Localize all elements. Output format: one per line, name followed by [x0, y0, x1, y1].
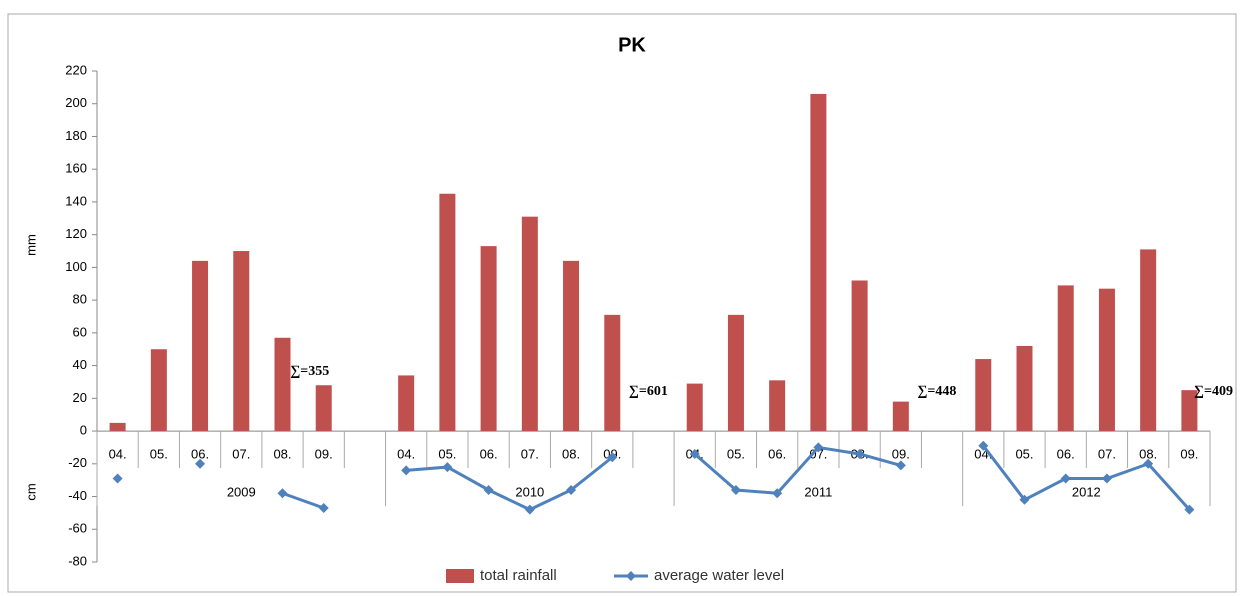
bar [1016, 345, 1033, 432]
marker [318, 502, 329, 513]
bar [563, 260, 580, 432]
marker [1184, 504, 1195, 515]
x-tick-label: 07. [232, 447, 250, 462]
marker [1101, 473, 1112, 484]
x-tick-label: 08. [562, 447, 580, 462]
bar [1057, 285, 1074, 432]
legend-label: average water level [654, 567, 784, 584]
marker [813, 442, 824, 453]
annotation: ∑=409 [1194, 384, 1233, 399]
marker [772, 488, 783, 499]
marker [1143, 458, 1154, 469]
x-tick-label: 07. [1098, 447, 1116, 462]
group-label: 2010 [515, 485, 544, 500]
marker [277, 488, 288, 499]
x-tick-label: 06. [480, 447, 498, 462]
x-tick-label: 06. [1057, 447, 1075, 462]
bar [1098, 288, 1115, 432]
x-tick-label: 05. [1015, 447, 1033, 462]
bar [274, 337, 291, 432]
x-tick-label: 09. [892, 447, 910, 462]
marker [689, 448, 700, 459]
marker [112, 473, 123, 484]
y-tick-label: -40 [68, 488, 87, 503]
y-tick-label: 20 [73, 390, 87, 405]
bar [727, 314, 744, 432]
group-label: 2011 [804, 485, 832, 500]
annotation: ∑=448 [917, 384, 956, 399]
y-tick-label: 100 [65, 259, 87, 274]
y-tick-label: 0 [80, 423, 87, 438]
legend-label: total rainfall [480, 567, 557, 584]
bar [439, 193, 456, 432]
group-label: 2012 [1072, 485, 1101, 500]
y-tick-label: 220 [65, 62, 87, 77]
bar [398, 375, 415, 432]
x-tick-label: 08. [1139, 447, 1157, 462]
bar [975, 359, 992, 432]
y-tick-label: 40 [73, 357, 87, 372]
bar [686, 383, 703, 432]
y-axis-label: mm [23, 234, 38, 256]
marker [401, 465, 412, 476]
bar [150, 349, 167, 432]
bar [233, 251, 250, 432]
x-tick-label: 07. [521, 447, 539, 462]
marker [1019, 494, 1030, 505]
marker [1060, 473, 1071, 484]
x-tick-label: 05. [727, 447, 745, 462]
y-tick-label: -20 [68, 455, 87, 470]
x-tick-label: 05. [150, 447, 168, 462]
marker [607, 452, 618, 463]
bar [769, 380, 786, 432]
y-axis-label: cm [23, 483, 38, 500]
bar [315, 385, 332, 432]
line [281, 444, 1191, 512]
bar [192, 260, 209, 432]
y-tick-label: 200 [65, 95, 87, 110]
x-tick-label: 08. [273, 447, 291, 462]
bar [521, 216, 538, 432]
x-tick-label: 04. [397, 447, 415, 462]
marker [483, 484, 494, 495]
y-tick-label: 140 [65, 193, 87, 208]
marker [524, 504, 535, 515]
x-tick-label: 09. [315, 447, 333, 462]
marker [854, 448, 865, 459]
x-tick-label: 06. [191, 447, 209, 462]
group-label: 2009 [227, 485, 256, 500]
bar [851, 280, 868, 432]
bar [109, 422, 126, 432]
y-tick-label: 60 [73, 324, 87, 339]
annotation: ∑=355 [290, 364, 329, 379]
chart-title: PK [618, 34, 646, 56]
bar [1140, 249, 1157, 432]
bar [810, 93, 827, 432]
x-tick-label: 04. [109, 447, 127, 462]
marker [566, 484, 577, 495]
marker [895, 460, 906, 471]
marker [730, 484, 741, 495]
bar [892, 401, 909, 432]
y-tick-label: -60 [68, 521, 87, 536]
y-tick-label: 120 [65, 226, 87, 241]
y-tick-label: 80 [73, 292, 87, 307]
x-tick-label: 06. [768, 447, 786, 462]
annotation: ∑=601 [629, 384, 668, 399]
y-tick-label: -80 [68, 553, 87, 568]
marker [195, 458, 206, 469]
x-tick-label: 09. [1180, 447, 1198, 462]
legend-swatch [446, 569, 474, 583]
bar [1181, 390, 1198, 432]
marker [442, 462, 453, 473]
bar [480, 246, 497, 432]
x-tick-label: 05. [438, 447, 456, 462]
y-tick-label: 180 [65, 128, 87, 143]
bar [604, 314, 621, 432]
y-tick-label: 160 [65, 161, 87, 176]
marker [978, 440, 989, 451]
legend-marker [626, 571, 636, 581]
